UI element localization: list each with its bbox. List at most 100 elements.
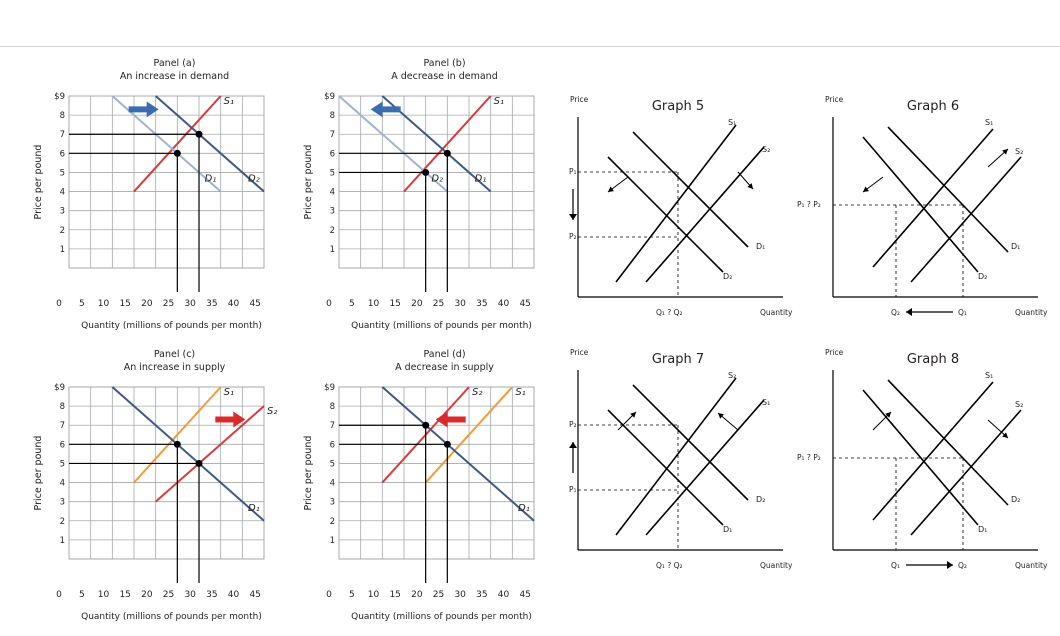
x-axis-label: Quantity (millions of pounds per month) bbox=[81, 321, 262, 331]
shift-arrow-icon bbox=[435, 411, 466, 428]
x-tick-label: 0 bbox=[326, 299, 332, 309]
curve-label: S₂ bbox=[762, 145, 770, 154]
x-tick-label: 10 bbox=[368, 590, 380, 600]
curve-label-s1: S₁ bbox=[494, 96, 504, 107]
supply-curve bbox=[872, 381, 994, 521]
quantity-label: Q₁ ? Q₂ bbox=[656, 308, 683, 317]
curve-s2 bbox=[155, 405, 265, 503]
y-tick-label: 1 bbox=[330, 536, 335, 546]
supply-curve bbox=[910, 156, 1022, 283]
curve-label-s2: S₂ bbox=[472, 387, 482, 398]
curve-label: D₂ bbox=[1011, 495, 1020, 504]
y-tick-label: 2 bbox=[60, 226, 65, 236]
x-tick-label: 25 bbox=[163, 299, 174, 309]
y-tick-label: 1 bbox=[60, 245, 65, 255]
y-tick-label: 8 bbox=[60, 111, 65, 121]
y-tick-label: 6 bbox=[60, 149, 65, 159]
curve-label: D₁ bbox=[723, 525, 732, 534]
y-tick-label: 3 bbox=[60, 498, 65, 508]
x-tick-label: 45 bbox=[249, 299, 260, 309]
x-tick-label: 20 bbox=[411, 299, 423, 309]
price-label: P₂ bbox=[569, 420, 577, 429]
panel-subtitle: An increase in demand bbox=[120, 71, 229, 82]
y-axis-label: Price bbox=[825, 348, 844, 357]
x-axis-label: Quantity bbox=[760, 308, 793, 317]
x-axis-label: Quantity (millions of pounds per month) bbox=[81, 612, 262, 622]
x-tick-label: 0 bbox=[56, 590, 62, 600]
y-tick-label: $9 bbox=[324, 92, 335, 102]
graph-title: Graph 5 bbox=[652, 99, 704, 114]
price-label: P₂ bbox=[569, 232, 577, 241]
x-tick-label: 20 bbox=[141, 590, 153, 600]
x-tick-label: 0 bbox=[326, 590, 332, 600]
y-tick-label: 7 bbox=[60, 421, 65, 431]
curve-label: S₁ bbox=[728, 118, 736, 127]
y-tick-label: 5 bbox=[330, 459, 335, 469]
x-tick-label: 5 bbox=[79, 590, 85, 600]
graph-7: Graph 7 Price Quantity S₂ S₁ D₂ D₁ P₂ P₁ Q₁ ? Q₂ bbox=[569, 348, 793, 570]
x-tick-label: 25 bbox=[433, 299, 444, 309]
plot-frame bbox=[68, 95, 265, 269]
x-tick-label: 15 bbox=[389, 299, 400, 309]
y-tick-label: $9 bbox=[324, 383, 335, 393]
supply-curve bbox=[910, 409, 1022, 536]
curve-label: S₁ bbox=[762, 398, 770, 407]
panel-title: Panel (d) bbox=[423, 349, 465, 360]
x-axis-label: Quantity bbox=[1015, 561, 1048, 570]
top-bar bbox=[0, 0, 1060, 47]
arrow-head-icon bbox=[863, 186, 869, 192]
equilibrium-point bbox=[422, 168, 430, 176]
x-tick-label: 25 bbox=[433, 590, 444, 600]
graph-8: Graph 8 Price Quantity S₁ S₂ D₂ D₁ P₁ ? P₂ Q₁ Q₂ bbox=[797, 348, 1048, 570]
x-tick-label: 15 bbox=[119, 299, 130, 309]
x-tick-label: 20 bbox=[141, 299, 153, 309]
arrow-head-icon bbox=[1002, 149, 1008, 155]
x-axis-label: Quantity bbox=[760, 561, 793, 570]
curve-label: D₂ bbox=[723, 272, 732, 281]
arrow-head-icon bbox=[947, 561, 953, 569]
y-tick-label: $9 bbox=[54, 92, 65, 102]
curve-label-s1: S₁ bbox=[224, 387, 234, 398]
y-tick-label: 7 bbox=[60, 130, 65, 140]
y-tick-label: 5 bbox=[60, 459, 65, 469]
panel-b: Panel (b) A decrease in demand Quantity (m… bbox=[303, 58, 535, 331]
y-tick-label: 1 bbox=[330, 245, 335, 255]
equilibrium-point bbox=[173, 440, 181, 448]
x-tick-label: 45 bbox=[249, 590, 260, 600]
x-tick-label: 30 bbox=[184, 299, 196, 309]
x-tick-label: 15 bbox=[389, 590, 400, 600]
x-tick-label: 40 bbox=[228, 590, 240, 600]
curve-label: D₂ bbox=[756, 495, 765, 504]
y-tick-label: 3 bbox=[330, 207, 335, 217]
y-tick-label: 4 bbox=[330, 479, 335, 489]
curve-label-d1: D₁ bbox=[248, 503, 260, 514]
demand-curve bbox=[607, 409, 724, 526]
arrow-head-icon bbox=[569, 442, 577, 448]
y-axis-label: Price per pound bbox=[303, 436, 314, 511]
y-tick-label: 2 bbox=[330, 517, 335, 527]
curve-label: D₁ bbox=[978, 525, 987, 534]
arrow-head-icon bbox=[747, 183, 753, 189]
price-label: P₁ bbox=[569, 167, 577, 176]
x-axis-label: Quantity (millions of pounds per month) bbox=[351, 612, 532, 622]
curve-label-d1: D₁ bbox=[205, 174, 217, 185]
panel-title: Panel (a) bbox=[154, 58, 196, 69]
y-axis-label: Price bbox=[825, 95, 844, 104]
curve-label-s1: S₁ bbox=[224, 96, 234, 107]
curve-d2 bbox=[155, 95, 265, 193]
x-tick-label: 30 bbox=[184, 590, 196, 600]
y-tick-label: 7 bbox=[330, 130, 335, 140]
x-tick-label: 5 bbox=[79, 299, 85, 309]
arrow-head-icon bbox=[906, 308, 912, 316]
y-tick-label: 5 bbox=[330, 168, 335, 178]
demand-curve bbox=[862, 389, 979, 526]
x-tick-label: 35 bbox=[476, 590, 487, 600]
supply-curve bbox=[645, 146, 765, 283]
curve-label-s2: S₂ bbox=[267, 406, 277, 417]
panel-c: Panel (c) An increase in supply Quantity (… bbox=[33, 349, 277, 622]
y-tick-label: 6 bbox=[330, 149, 335, 159]
arrow-head-icon bbox=[718, 413, 724, 419]
panel-d: Panel (d) A decrease in supply Quantity (m… bbox=[303, 349, 535, 622]
graph-title: Graph 8 bbox=[907, 352, 959, 367]
